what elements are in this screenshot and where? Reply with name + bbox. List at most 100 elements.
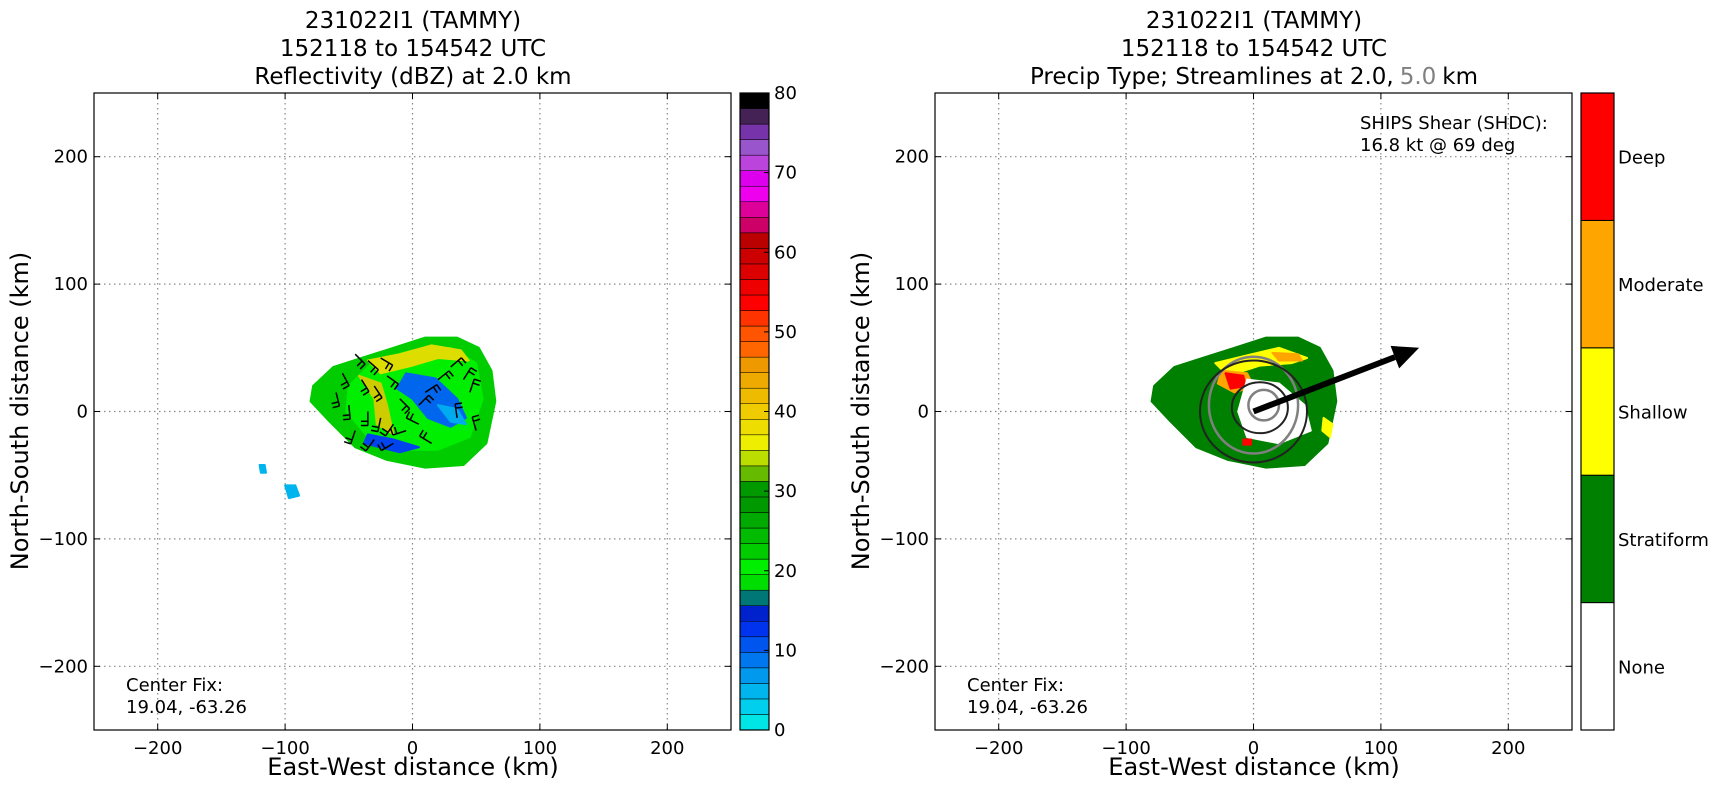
wind-barb-shaft xyxy=(469,378,475,393)
wind-barb-flag xyxy=(401,405,408,412)
wind-barb-flag xyxy=(370,366,376,373)
wind-barb-flag xyxy=(389,428,394,436)
category-colorbar-frame xyxy=(1580,92,1615,731)
precip-title-suffix: km xyxy=(1442,64,1478,90)
colorbar-swatch xyxy=(739,139,770,156)
category-swatch xyxy=(1580,602,1615,731)
wind-barb-shaft xyxy=(348,405,351,420)
category-swatch xyxy=(1580,347,1615,476)
wind-barb-flag xyxy=(448,370,454,377)
wind-barb-flag xyxy=(379,431,387,437)
wind-barb-shaft xyxy=(385,423,395,437)
category-swatch xyxy=(1580,219,1615,349)
y-tick-label: 200 xyxy=(895,147,929,168)
category-label: Deep xyxy=(1618,148,1665,169)
colorbar-swatch xyxy=(739,543,770,560)
wind-barb-shaft xyxy=(373,385,383,399)
wind-barb-flag xyxy=(418,429,424,437)
reflectivity-colorbar: 0 10 20 30 40 50 60 70 80 xyxy=(739,83,797,741)
wind-barb-flag xyxy=(345,436,353,441)
colorbar-tick-label: 40 xyxy=(774,402,797,423)
colorbar-swatch xyxy=(739,248,770,265)
colorbar-swatch xyxy=(739,108,770,125)
y-tick-label: −200 xyxy=(880,656,929,677)
y-tick-label: 0 xyxy=(918,402,929,423)
wind-barb-shaft xyxy=(350,430,356,445)
x-tick-label: 100 xyxy=(523,738,557,759)
x-tick-label: 200 xyxy=(650,738,684,759)
y-tick-label: 200 xyxy=(54,147,88,168)
wind-barbs xyxy=(331,353,482,452)
colorbar-swatch xyxy=(739,217,770,234)
wind-barb-flag xyxy=(455,402,463,405)
reflectivity-echo-region xyxy=(363,433,420,454)
wind-barb-shaft xyxy=(354,353,366,365)
streamline-5km xyxy=(1207,355,1300,455)
wind-barb-flag xyxy=(375,397,383,403)
reflectivity-echo-region xyxy=(258,464,267,474)
wind-barb-flag xyxy=(356,360,363,367)
wind-barb-flag xyxy=(359,363,366,370)
category-label: Shallow xyxy=(1618,403,1688,424)
wind-barb-shaft xyxy=(367,359,379,371)
colorbar-swatch xyxy=(739,419,770,436)
wind-barb-flag xyxy=(373,393,381,399)
wind-barb-flag xyxy=(474,378,482,383)
wind-barb-flag xyxy=(373,369,380,376)
wind-barb-shaft xyxy=(437,370,450,381)
wind-barb-flag xyxy=(468,370,475,376)
wind-barb-shaft xyxy=(419,435,432,444)
y-tick-label: −100 xyxy=(39,529,88,550)
reflectivity-title-line-2: 152118 to 154542 UTC xyxy=(280,36,546,62)
wind-barb-shaft xyxy=(392,429,407,436)
precip-title-prefix: Precip Type; Streamlines at 2.0, xyxy=(1030,64,1394,90)
wind-barb-flag xyxy=(371,425,379,429)
colorbar-swatch xyxy=(739,698,770,715)
precip-type-region xyxy=(1271,351,1303,362)
y-tick-label: 100 xyxy=(895,274,929,295)
wind-barb-shaft xyxy=(365,439,375,452)
colorbar-swatch xyxy=(739,481,770,498)
precip-title-line-1: 231022I1 (TAMMY) xyxy=(1146,8,1362,34)
x-tick-label: 0 xyxy=(1248,738,1259,759)
y-tick-label: −200 xyxy=(39,656,88,677)
wind-barb-flag xyxy=(359,446,367,452)
category-label: Stratiform xyxy=(1618,530,1709,551)
wind-barb-flag xyxy=(362,442,369,449)
wind-barb-flag xyxy=(471,414,480,418)
colorbar-swatch xyxy=(739,450,770,467)
wind-barb-shaft xyxy=(377,417,382,432)
colorbar-swatch xyxy=(739,387,770,404)
wind-barb-flag xyxy=(332,405,340,409)
x-tick-label: −200 xyxy=(974,738,1023,759)
wind-barb-flag xyxy=(390,381,396,388)
x-tick-label: 100 xyxy=(1364,738,1398,759)
colorbar-swatch xyxy=(739,310,770,327)
y-tick-label: 0 xyxy=(77,402,88,423)
streamline-2km xyxy=(1198,359,1309,464)
colorbar-tick-label: 20 xyxy=(774,561,797,582)
wind-barb-flag xyxy=(377,444,383,451)
colorbar-swatch xyxy=(739,356,770,373)
wind-barb-flag xyxy=(342,414,350,417)
reflectivity-x-axis-label: East-West distance (km) xyxy=(267,753,558,781)
wind-barb-flag xyxy=(393,426,398,434)
precip-data xyxy=(1150,336,1338,469)
shear-arrow-shaft xyxy=(1252,354,1396,415)
streamline-2km xyxy=(1230,381,1289,435)
wind-barb-flag xyxy=(331,401,339,405)
wind-barb-flag xyxy=(422,431,428,439)
colorbar-swatch xyxy=(739,605,770,622)
x-tick-label: 0 xyxy=(407,738,418,759)
y-tick-label: 100 xyxy=(54,274,88,295)
colorbar-swatch xyxy=(739,465,770,482)
colorbar-swatch xyxy=(739,574,770,591)
colorbar-tick-label: 10 xyxy=(774,640,797,661)
wind-barb-flag xyxy=(380,442,386,449)
colorbar-swatch xyxy=(739,589,770,606)
colorbar-swatch xyxy=(739,185,770,203)
colorbar-swatch xyxy=(739,263,770,280)
colorbar-swatch xyxy=(739,652,770,669)
reflectivity-title-line-1: 231022I1 (TAMMY) xyxy=(305,8,521,34)
